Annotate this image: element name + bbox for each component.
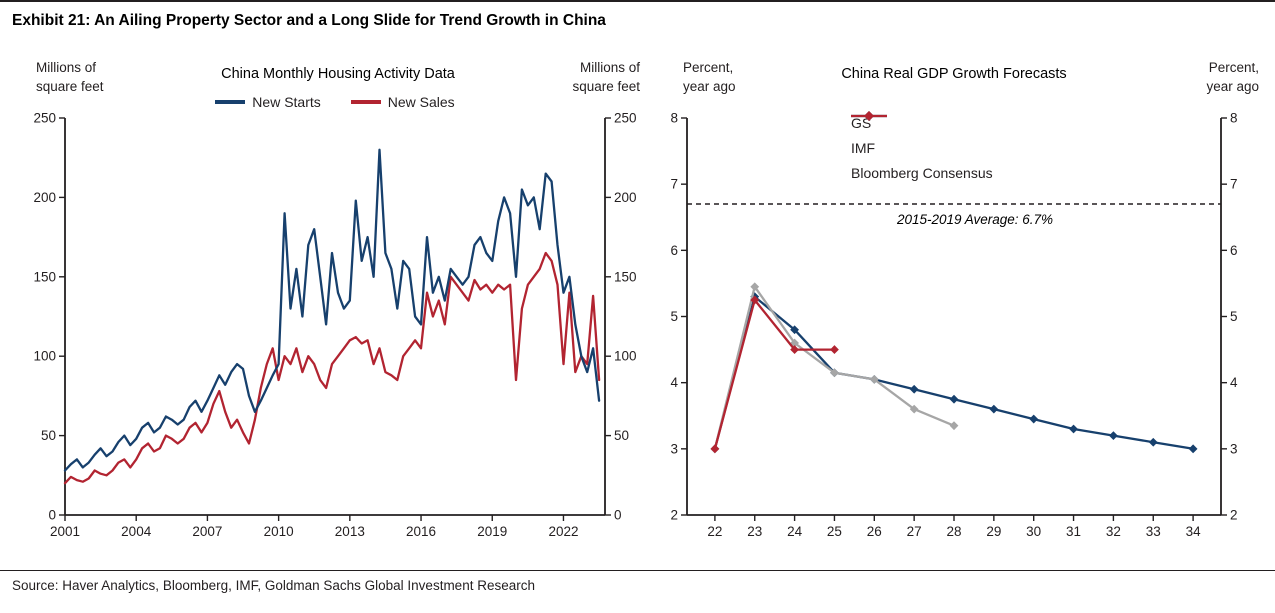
- y-tick-label: 2: [1230, 508, 1238, 523]
- series-line-new-starts: [63, 148, 601, 472]
- gdp-legend: GS IMF Bloomberg Consensus: [851, 110, 993, 185]
- x-tick-label: 2001: [50, 524, 80, 539]
- y-tick-label: 8: [1230, 111, 1238, 126]
- tick-labels: 0 0 50 50 100 100 150 150 200 200 250 250 2001 2004 20…: [33, 111, 636, 540]
- x-tick-label: 27: [907, 524, 922, 539]
- x-tick-label: 29: [986, 524, 1001, 539]
- series-markers-imf: [710, 282, 959, 454]
- legend-item-new-starts: New Starts: [215, 94, 321, 110]
- x-tick-label: 2013: [335, 524, 365, 539]
- series-line-bloomberg-consensus: [713, 298, 836, 450]
- x-tick-label: 2019: [477, 524, 507, 539]
- x-tick-label: 2004: [121, 524, 152, 539]
- legend-item-bloomberg-consensus: Bloomberg Consensus: [851, 111, 993, 185]
- housing-chart-plot: 0 0 50 50 100 100 150 150 200 200 250 250 2001 2004 20…: [33, 111, 636, 540]
- y-tick-label: 6: [1230, 243, 1238, 258]
- x-tick-label: 2010: [264, 524, 294, 539]
- housing-ylabel-left: Millions of square feet: [36, 60, 104, 94]
- y-tick-label: 100: [33, 349, 56, 364]
- gdp-ylabel-left: Percent, year ago: [683, 60, 736, 94]
- y-tick-label: 0: [614, 508, 622, 523]
- y-tick-label: 200: [614, 190, 637, 205]
- source-text: Source: Haver Analytics, Bloomberg, IMF,…: [12, 578, 535, 593]
- source-divider: [0, 570, 1275, 571]
- legend-label-gs: GS: [851, 114, 872, 131]
- y-tick-label: 250: [614, 111, 637, 126]
- legend-label-new-sales: New Sales: [387, 94, 455, 110]
- series-line-new-sales: [63, 251, 601, 485]
- x-tick-label: 32: [1106, 524, 1121, 539]
- legend-swatch-new-sales: [350, 100, 381, 104]
- y-tick-label: 250: [33, 111, 56, 126]
- gdp-chart-title: China Real GDP Growth Forecasts: [841, 66, 1067, 82]
- housing-chart: Millions of square feet China Monthly Ho…: [8, 46, 648, 556]
- gdp-chart: Percent, year ago China Real GDP Growth …: [655, 46, 1267, 556]
- x-tick-label: 31: [1066, 524, 1081, 539]
- y-tick-label: 7: [1230, 177, 1238, 192]
- y-tick-label: 4: [1230, 375, 1238, 390]
- y-tick-label: 7: [670, 177, 678, 192]
- x-tick-label: 2022: [548, 524, 578, 539]
- axes: [64, 118, 606, 516]
- gdp-average-annotation: 2015-2019 Average: 6.7%: [896, 212, 1054, 227]
- x-tick-label: 26: [867, 524, 882, 539]
- x-tick-label: 23: [747, 524, 762, 539]
- y-tick-label: 50: [614, 428, 629, 443]
- top-border: [0, 0, 1275, 2]
- exhibit-title: Exhibit 21: An Ailing Property Sector an…: [12, 12, 606, 29]
- y-tick-label: 50: [41, 428, 56, 443]
- y-tick-label: 0: [48, 508, 56, 523]
- y-tick-label: 3: [670, 441, 678, 456]
- y-tick-label: 2: [670, 508, 678, 523]
- y-tick-label: 3: [1230, 441, 1238, 456]
- y-tick-label: 5: [670, 309, 678, 324]
- gdp-ylabel-right: Percent, year ago: [1206, 60, 1259, 94]
- housing-legend: New Starts New Sales: [65, 94, 605, 110]
- series-markers-bloomberg-consensus: [710, 295, 839, 454]
- x-tick-label: 22: [707, 524, 722, 539]
- y-tick-label: 100: [614, 349, 637, 364]
- x-tick-label: 28: [946, 524, 961, 539]
- x-tick-label: 2016: [406, 524, 436, 539]
- gdp-chart-plot: 2 23 34 45 56 67 78 822 23 24 25 26 27 28 29 30 31 32 33 34: [670, 111, 1238, 540]
- y-tick-label: 8: [670, 111, 678, 126]
- x-tick-label: 30: [1026, 524, 1041, 539]
- y-tick-label: 150: [33, 269, 56, 284]
- y-tick-label: 4: [670, 375, 678, 390]
- legend-swatch-new-starts: [215, 100, 246, 104]
- tick-labels: 2 23 34 45 56 67 78 822 23 24 25 26 27 28 29 30 31 32 33 34: [670, 111, 1238, 540]
- housing-ylabel-right: Millions of square feet: [572, 60, 640, 94]
- y-tick-label: 150: [614, 269, 637, 284]
- y-tick-label: 200: [33, 190, 56, 205]
- y-tick-label: 6: [670, 243, 678, 258]
- y-tick-label: 5: [1230, 309, 1238, 324]
- housing-chart-title: China Monthly Housing Activity Data: [221, 66, 455, 82]
- x-tick-label: 34: [1186, 524, 1202, 539]
- tick-marks: [59, 117, 611, 521]
- legend-label-imf: IMF: [851, 139, 876, 156]
- tick-marks: [681, 117, 1227, 521]
- x-tick-label: 24: [787, 524, 803, 539]
- x-tick-label: 25: [827, 524, 842, 539]
- legend-label-bloomberg-consensus: Bloomberg Consensus: [851, 164, 993, 181]
- legend-swatch-bloomberg-consensus: [851, 111, 887, 121]
- x-tick-label: 33: [1146, 524, 1161, 539]
- legend-label-new-starts: New Starts: [252, 94, 321, 110]
- x-tick-label: 2007: [192, 524, 222, 539]
- legend-item-new-sales: New Sales: [350, 94, 455, 110]
